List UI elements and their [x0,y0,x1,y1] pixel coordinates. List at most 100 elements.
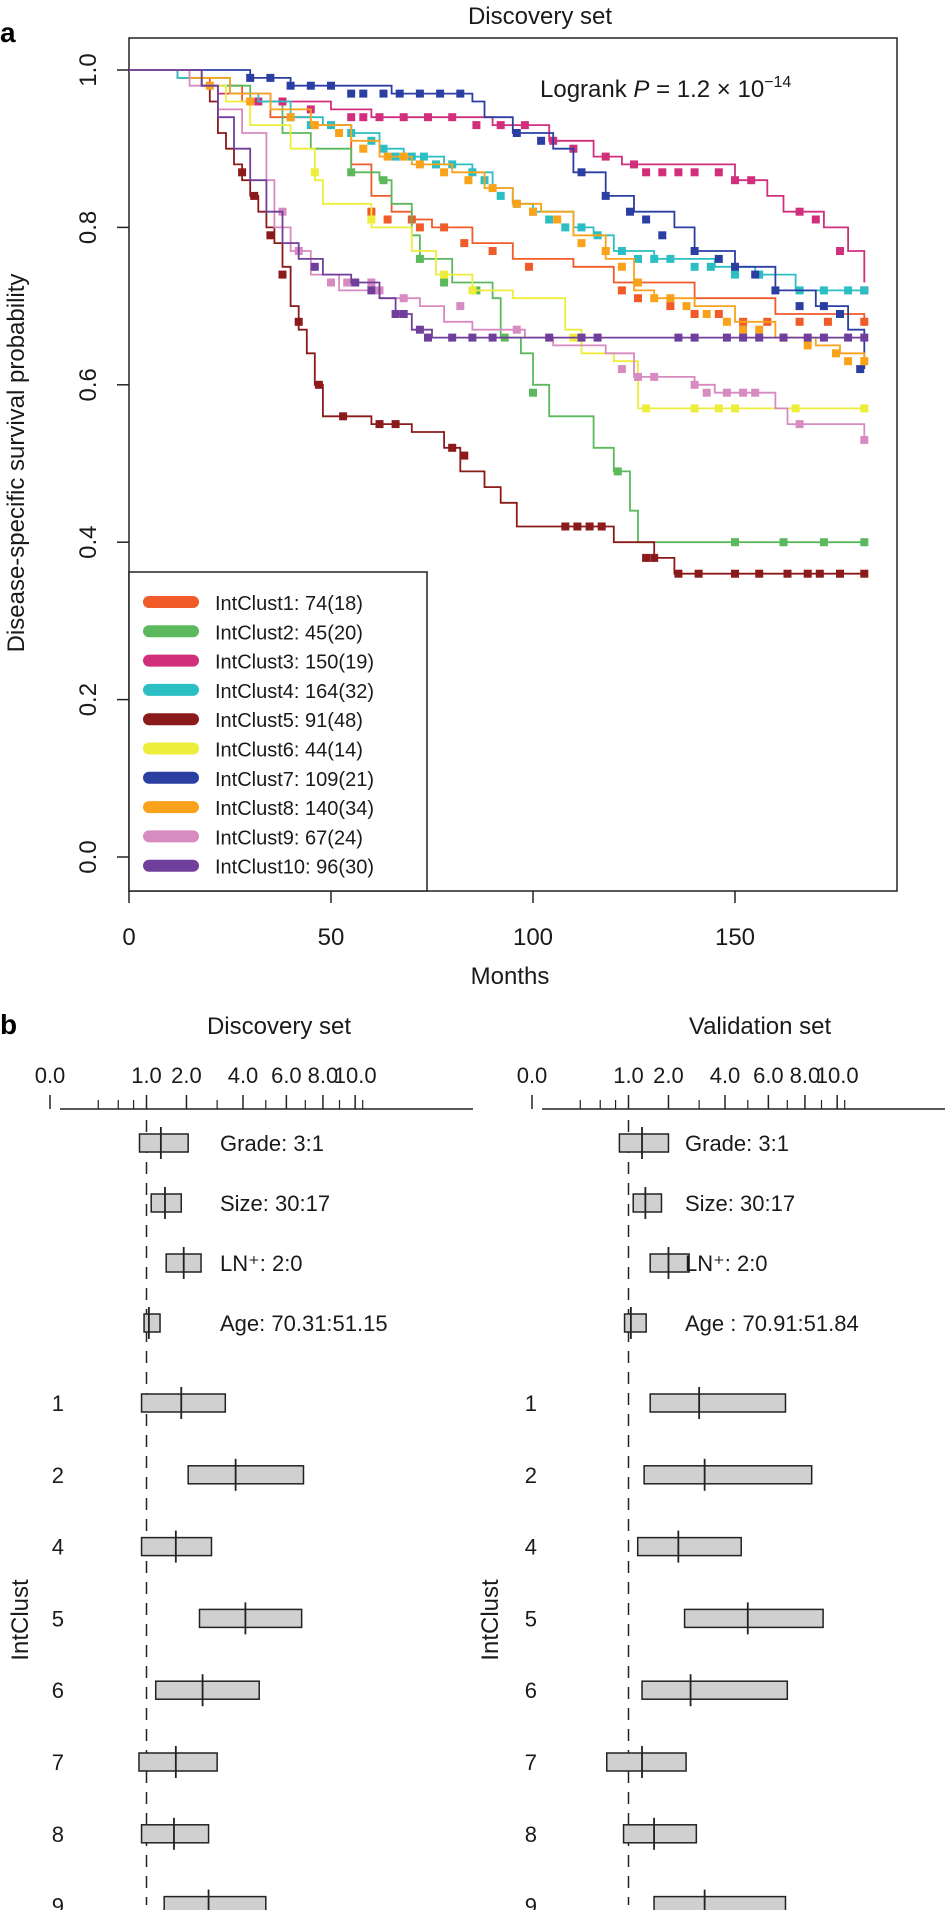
km-censor-mark [488,247,497,255]
km-censor-mark [617,365,626,374]
km-x-tick-label: 150 [715,924,755,951]
km-legend-label: IntClust8: 140(34) [215,798,374,820]
km-censor-mark [860,569,869,578]
km-censor-mark [714,404,723,413]
km-censor-mark [836,247,844,255]
forest-row: Grade: 3:1 [138,1127,324,1159]
forest-x-tick-label: 6.0 [753,1063,784,1088]
km-censor-mark [819,538,828,547]
km-censor-mark [553,215,562,224]
km-censor-mark [617,262,626,271]
km-censor-mark [803,341,812,350]
km-censor-mark [601,152,610,161]
forest-row: 5 [525,1602,824,1635]
km-censor-mark [561,223,570,232]
km-series-8 [129,69,869,366]
km-censor-mark [860,333,869,342]
forest-ci-box [140,1824,210,1844]
km-censor-mark [779,538,788,547]
km-censor-mark [811,215,820,224]
km-axes: 0 50 100 150 0.0 0.2 0.4 0.6 0.8 1.0 [75,53,755,951]
km-x-tick-label: 0 [122,924,135,951]
km-censor-mark [359,113,368,122]
km-censor-mark [577,223,586,232]
km-censor-mark [488,184,497,193]
km-censor-mark [367,286,376,295]
km-y-tick-label: 0.8 [75,211,102,244]
km-censor-mark [529,388,537,397]
km-censor-mark [375,420,384,429]
km-censor-mark [238,168,247,177]
km-censor-mark [690,262,699,271]
forest-ci-box [641,1680,789,1700]
forest-ci-box [632,1193,663,1213]
forest-x-tick-label: 2.0 [653,1063,684,1088]
km-censor-mark [634,294,642,303]
km-censor-mark [395,89,404,98]
km-censor-mark [415,254,424,263]
km-curve-8 [129,69,866,362]
km-censor-mark [456,89,465,98]
km-plot: Discovery set 0 50 100 150 0.0 0.2 0.4 0.6 0.8 1.… [3,3,898,990]
km-censor-mark [731,262,739,271]
km-y-tick-label: 0.2 [75,683,102,716]
km-censor-mark [424,333,432,342]
km-censor-mark [512,325,521,334]
forest-row-label: Age : 70.91:51.84 [685,1311,859,1336]
km-censor-mark [747,176,756,185]
km-censor-mark [351,278,360,287]
forest-x-tick-label: 6.0 [271,1063,302,1088]
forest-row: Size: 30:17 [150,1187,330,1219]
forest-row-label: Size: 30:17 [685,1191,795,1216]
forest-row-label: 9 [52,1894,64,1910]
km-legend-swatch [143,596,199,608]
km-censor-mark [597,522,606,531]
forest-ci-box [618,1133,670,1153]
km-censor-mark [819,286,828,295]
km-censor-mark [383,152,392,161]
km-y-tick-label: 0.0 [75,840,102,873]
km-censor-mark [706,262,715,271]
km-censor-mark [460,451,469,460]
km-censor-mark [512,199,521,208]
forest-ci-box [154,1680,260,1700]
forest-row-label: 4 [52,1535,64,1560]
forest-row-label: 9 [525,1894,537,1910]
km-censor-mark [666,302,675,311]
km-legend-swatch [143,625,199,638]
km-censor-mark [658,231,667,240]
forest-x-tick-label: 4.0 [228,1063,259,1088]
km-censor-mark [731,176,739,185]
km-legend: IntClust1: 74(18) IntClust2: 45(20) IntClu… [128,571,428,892]
km-censor-mark [630,160,638,169]
km-censor-mark [819,333,828,342]
km-censor-mark [674,168,683,177]
forest-ci-box [683,1608,824,1629]
km-censor-mark [791,404,800,413]
km-censor-mark [731,569,739,578]
forest-ci-box [143,1313,161,1333]
km-censor-mark [690,380,699,389]
forest-x-tick-label: 10.0 [334,1063,377,1088]
km-series-4 [129,69,869,295]
km-censor-mark [674,569,683,578]
km-censor-mark [783,569,792,578]
km-legend-swatch [143,742,199,755]
km-censor-mark [306,81,315,90]
km-censor-mark [650,254,659,263]
km-censor-mark [751,270,760,279]
km-censor-mark [860,357,869,366]
forest-x-tick-label: 10.0 [816,1063,859,1088]
km-censor-mark [650,372,659,381]
km-legend-label: IntClust7: 109(21) [215,769,374,791]
forest-row: 2 [525,1458,813,1491]
km-censor-mark [860,317,869,326]
km-censor-mark [327,81,335,90]
km-censor-mark [642,553,651,562]
km-censor-mark [860,435,869,444]
km-censor-mark [496,121,505,130]
km-censor-mark [379,176,388,185]
forest-row-label: 1 [525,1391,537,1416]
km-censor-mark [246,97,255,106]
km-censor-mark [246,73,255,82]
